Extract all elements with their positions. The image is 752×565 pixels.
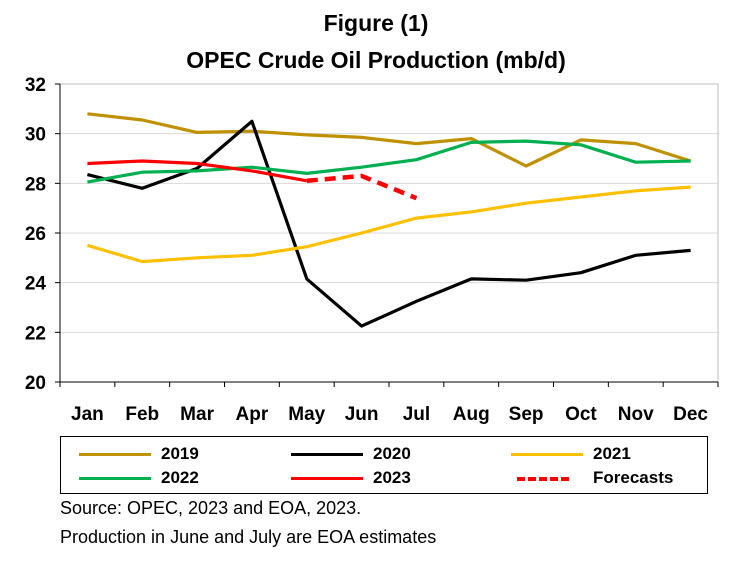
y-tick-label-22: 22 — [25, 323, 46, 344]
x-tick-label-may: May — [288, 404, 325, 425]
series-line-2021 — [86, 185, 691, 264]
y-tick-label-24: 24 — [25, 274, 47, 295]
x-tick-label-jul: Jul — [403, 404, 430, 425]
y-tick-label-26: 26 — [25, 224, 46, 245]
y-tick-label-20: 20 — [25, 373, 46, 394]
chart-title-line2: OPEC Crude Oil Production (mb/d) — [186, 47, 566, 73]
legend-label-2022: 2022 — [161, 468, 199, 487]
x-tick-label-jan: Jan — [71, 404, 104, 425]
legend-swatch-2022 — [79, 477, 151, 480]
x-tick-label-sep: Sep — [509, 404, 544, 425]
series-line-2022 — [87, 139, 691, 184]
legend-label-2021: 2021 — [593, 444, 631, 463]
line-chart: 20 22 24 26 28 30 32 Jan Feb Mar Apr May Jun Jul Aug Se… — [25, 75, 719, 425]
legend-label-forecasts: Forecasts — [593, 468, 674, 487]
legend-label-2020: 2020 — [373, 444, 411, 463]
legend-swatch-forecasts — [517, 477, 569, 481]
y-tick-label-28: 28 — [25, 174, 46, 195]
y-tick-label-32: 32 — [25, 75, 46, 96]
estimate-note: Production in June and July are EOA esti… — [60, 527, 437, 547]
x-tick-label-feb: Feb — [125, 404, 159, 425]
series-line-2023 — [87, 159, 308, 183]
source-note: Source: OPEC, 2023 and EOA, 2023. — [60, 498, 362, 518]
chart-title-line1: Figure (1) — [323, 10, 429, 36]
series-line-forecasts — [306, 173, 418, 201]
legend-swatch-2021 — [511, 453, 583, 456]
x-tick-label-dec: Dec — [673, 404, 708, 425]
legend-swatch-2023 — [291, 477, 363, 480]
x-tick-label-apr: Apr — [236, 404, 269, 425]
x-tick-label-jun: Jun — [345, 404, 379, 425]
x-tick-label-mar: Mar — [180, 404, 214, 425]
x-tick-label-nov: Nov — [618, 404, 654, 425]
series-line-2019 — [87, 112, 692, 168]
y-tick-label-30: 30 — [25, 125, 46, 146]
x-tick-label-aug: Aug — [453, 404, 490, 425]
legend-label-2019: 2019 — [161, 444, 199, 463]
legend-label-2023: 2023 — [373, 468, 411, 487]
x-tick-label-oct: Oct — [565, 404, 597, 425]
legend-swatch-2020 — [291, 453, 363, 456]
chart-legend: 2019 2020 2021 2022 2023 Forecasts — [60, 436, 708, 494]
legend-swatch-2019 — [79, 453, 151, 456]
